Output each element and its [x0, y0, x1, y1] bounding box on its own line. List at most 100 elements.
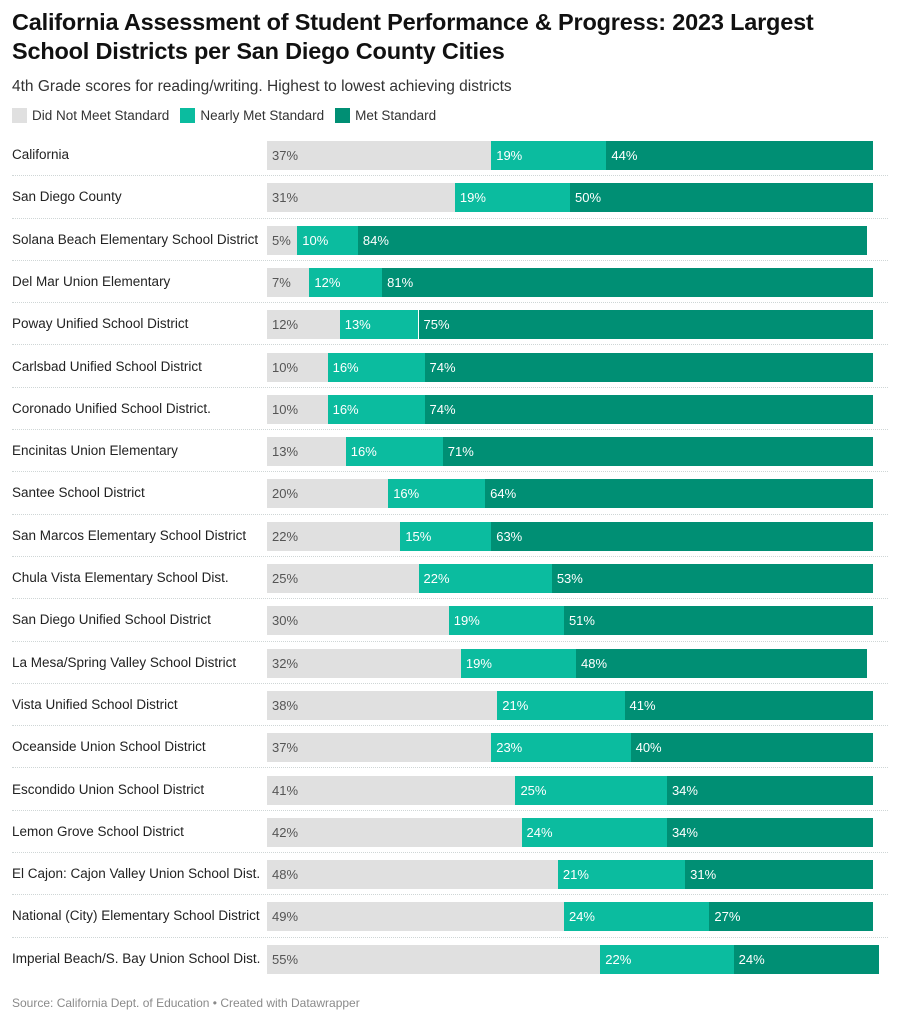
row-separator [12, 767, 888, 769]
data-label: 51% [568, 613, 595, 629]
data-label: 25% [272, 571, 299, 586]
bar-row: La Mesa/Spring Valley School District 32%… [0, 642, 900, 684]
bar-row: Encinitas Union Elementary 13% 16% 71% [0, 430, 900, 473]
bar-segment-met: 27% [709, 902, 873, 932]
row-separator [12, 725, 888, 727]
row-separator [12, 852, 888, 854]
bar-row: Oceanside Union School District 37% 23% 40% [0, 726, 900, 769]
data-label: 81% [387, 274, 414, 290]
row-label: Solana Beach Elementary School District [12, 231, 259, 247]
row-separator [12, 894, 888, 896]
bar-segment-nearly-met: 13% [339, 310, 419, 340]
data-label: 24% [526, 824, 553, 840]
data-label: 42% [272, 824, 299, 840]
data-label: 48% [581, 655, 608, 671]
bar-row: El Cajon: Cajon Valley Union School Dist… [0, 853, 900, 896]
bar-segment-did-not-meet: 38% [267, 690, 498, 720]
bar-segment-met: 74% [424, 394, 873, 424]
bar-segment-did-not-meet: 31% [267, 183, 455, 213]
data-label: 53% [556, 571, 583, 586]
bar-segment-nearly-met: 24% [563, 902, 710, 932]
bar-segment-nearly-met: 10% [297, 225, 358, 255]
data-label: 20% [272, 486, 299, 502]
data-label: 74% [429, 401, 456, 417]
bar-segment-met: 34% [666, 775, 873, 805]
bar-segment-did-not-meet: 37% [267, 141, 492, 170]
row-label: National (City) Elementary School Distri… [12, 908, 260, 924]
bar-segment-met: 74% [424, 352, 873, 382]
data-label: 24% [568, 909, 595, 925]
bar-segment-did-not-meet: 32% [267, 648, 461, 678]
bar-segment-met: 34% [666, 817, 873, 847]
data-label: 38% [272, 697, 299, 713]
data-label: 13% [272, 444, 299, 460]
bar-segment-did-not-meet: 22% [267, 521, 401, 551]
row-label: Coronado Unified School District. [12, 400, 211, 416]
row-label: Lemon Grove School District [12, 823, 184, 839]
bar-segment-met: 71% [442, 437, 873, 467]
data-label: 30% [272, 613, 299, 629]
bar-row: Coronado Unified School District. 10% 16% 7… [0, 388, 900, 431]
bar-row: Chula Vista Elementary School Dist. 25% 22… [0, 557, 900, 600]
row-separator [12, 217, 888, 219]
bar-row: California 37% 19% 44% [0, 134, 900, 177]
bar-segment-met: 31% [685, 860, 873, 890]
data-label: 16% [332, 401, 359, 417]
bar-row: Santee School District 20% 16% 64% [0, 472, 900, 515]
data-label: 19% [453, 613, 480, 629]
data-label: 22% [272, 528, 299, 544]
bar-segment-nearly-met: 19% [448, 606, 564, 636]
row-separator [12, 175, 888, 177]
bar-segment-nearly-met: 23% [491, 733, 631, 763]
row-separator [12, 936, 888, 938]
row-label: San Diego County [12, 189, 122, 205]
data-label: 71% [447, 444, 474, 460]
row-label: Santee School District [12, 485, 145, 501]
bar-row: National (City) Elementary School Distri… [0, 895, 900, 938]
bar-segment-did-not-meet: 30% [267, 606, 449, 636]
legend-swatch-met [335, 108, 351, 123]
bar-segment-did-not-meet: 41% [267, 775, 516, 805]
source-footer: Source: California Dept. of Education • … [12, 996, 360, 1010]
data-label: 10% [302, 232, 329, 248]
bar-segment-nearly-met: 19% [491, 141, 607, 170]
row-label: Chula Vista Elementary School Dist. [12, 570, 229, 585]
data-label: 22% [423, 571, 450, 586]
bar-segment-nearly-met: 22% [600, 944, 734, 974]
row-label: La Mesa/Spring Valley School District [12, 654, 237, 670]
bar-segment-nearly-met: 16% [388, 479, 486, 509]
row-separator [12, 302, 888, 304]
row-label: El Cajon: Cajon Valley Union School Dist… [12, 866, 261, 882]
bar-segment-nearly-met: 24% [521, 817, 667, 847]
bar-segment-met: 24% [733, 944, 880, 974]
bar-row: San Marcos Elementary School District 22%… [0, 515, 900, 557]
bar-segment-did-not-meet: 55% [267, 944, 601, 974]
data-label: 16% [350, 444, 377, 460]
row-separator [12, 640, 888, 642]
data-label: 37% [272, 740, 299, 756]
data-label: 23% [496, 740, 523, 756]
bar-segment-nearly-met: 19% [454, 183, 570, 213]
bar-segment-did-not-meet: 20% [267, 479, 389, 509]
bar-segment-did-not-meet: 37% [267, 733, 492, 763]
bar-segment-met: 41% [624, 690, 873, 720]
data-label: 50% [575, 190, 602, 206]
bar-segment-did-not-meet: 10% [267, 394, 328, 424]
row-separator [12, 429, 888, 431]
bar-segment-met: 63% [491, 521, 873, 551]
legend-label-met: Met Standard [355, 108, 437, 123]
row-label: Imperial Beach/S. Bay Union School Dist. [12, 950, 261, 966]
data-label: 34% [671, 782, 698, 798]
legend-swatch-nearly-met [180, 108, 196, 123]
bar-row: Poway Unified School District 12% 13% 75% [0, 303, 900, 346]
bar-row: Escondido Union School District 41% 25% 34% [0, 769, 900, 811]
data-label: 21% [562, 867, 589, 883]
data-label: 55% [272, 951, 299, 967]
data-label: 10% [272, 401, 299, 417]
data-label: 84% [362, 232, 389, 248]
data-label: 64% [490, 486, 517, 502]
data-label: 12% [314, 274, 341, 290]
bar-segment-met: 75% [418, 310, 873, 340]
row-separator [12, 809, 888, 811]
data-label: 75% [423, 317, 450, 333]
